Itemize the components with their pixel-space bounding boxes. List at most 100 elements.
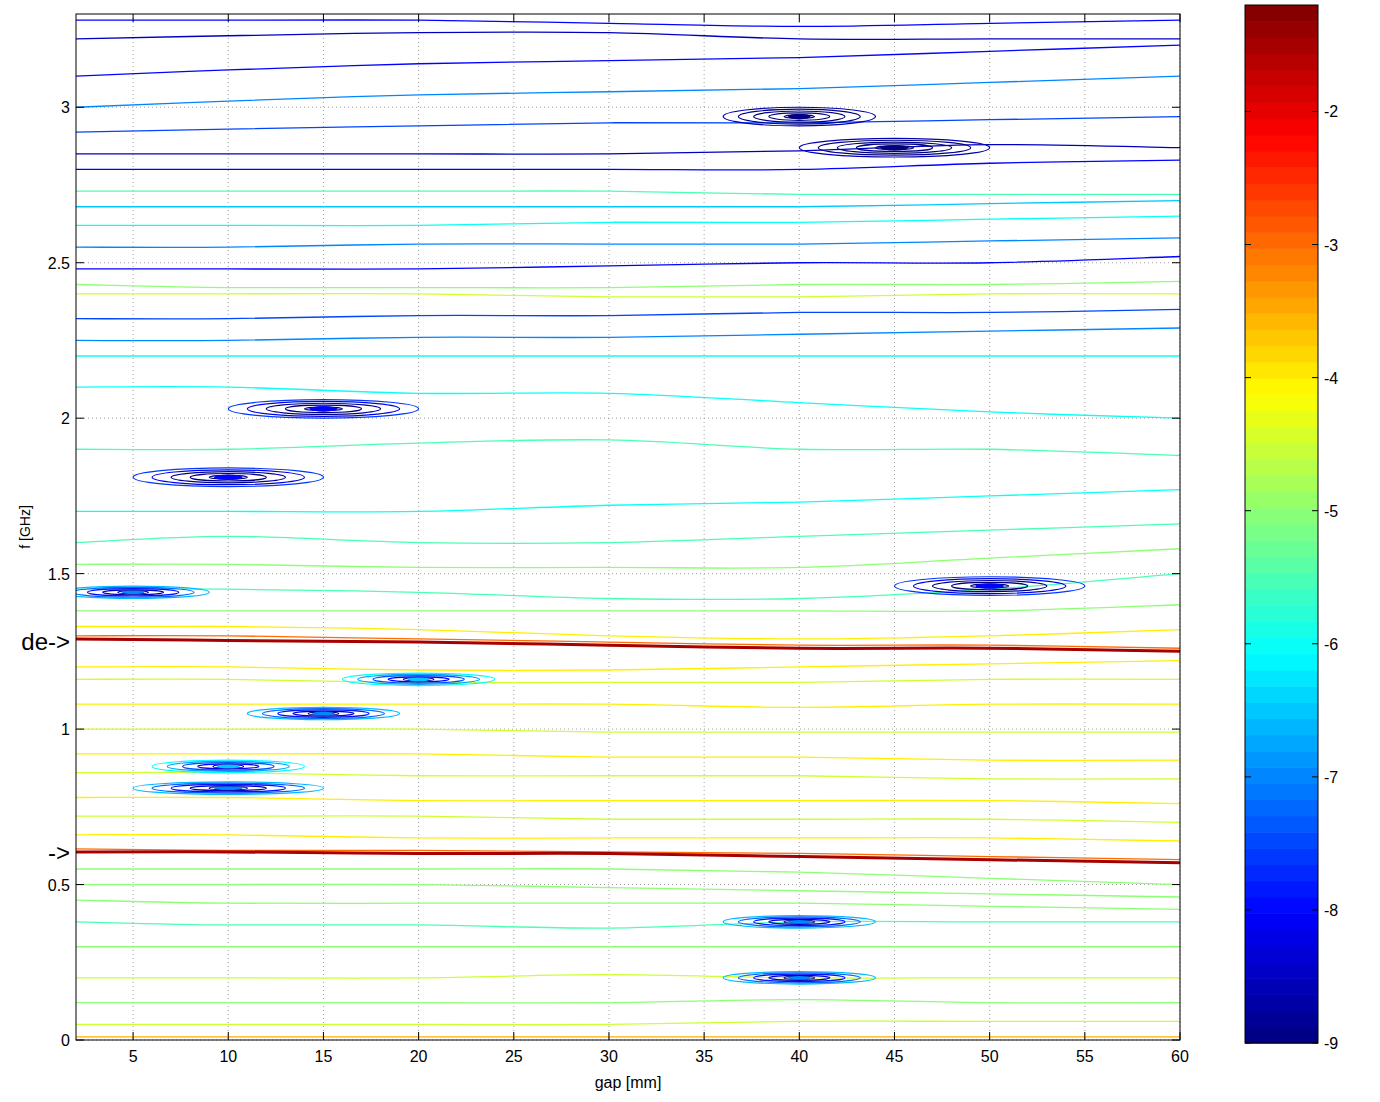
spot-contour <box>875 146 913 150</box>
contour-line <box>76 884 1180 897</box>
tick <box>228 1032 229 1040</box>
spot-contour <box>933 580 1047 591</box>
spot-core <box>880 145 909 151</box>
contour-line <box>76 238 1180 248</box>
x-axis-title: gap [mm] <box>595 1074 662 1091</box>
contour-line <box>76 524 1180 543</box>
spot-contour <box>754 111 845 122</box>
colorbar-swatch <box>1245 313 1318 330</box>
grid-line <box>133 14 134 1040</box>
x-tick-label: 15 <box>315 1048 333 1065</box>
colorbar-swatch <box>1245 735 1318 752</box>
colorbar-tick <box>1245 111 1251 112</box>
contour-line <box>76 869 1180 885</box>
y-tick-label: 0.5 <box>48 877 70 894</box>
contour-line <box>76 201 1180 207</box>
y-axis-title: f [GHz] <box>17 505 33 549</box>
colorbar-swatch <box>1245 556 1318 573</box>
tick <box>1180 14 1181 22</box>
colorbar-tick-label: -8 <box>1324 902 1338 919</box>
colorbar-swatch <box>1245 573 1318 590</box>
contour-line <box>76 1000 1180 1003</box>
y-tick-label: 2.5 <box>48 255 70 272</box>
spot-core <box>788 920 811 924</box>
y-tick-label: 1.5 <box>48 566 70 583</box>
contour-line <box>76 309 1180 319</box>
colorbar-frame <box>1245 5 1318 1043</box>
colorbar-swatch <box>1245 443 1318 460</box>
grid-line <box>989 14 990 1040</box>
grid-line <box>894 14 895 1040</box>
spot-contour <box>87 589 178 596</box>
colorbar-swatch <box>1245 540 1318 557</box>
colorbar-tick <box>1245 377 1251 378</box>
tick <box>1172 262 1180 263</box>
spot-core <box>309 406 338 412</box>
spot-contour <box>209 787 247 790</box>
plot-background <box>76 14 1180 1040</box>
spot-contour <box>183 763 274 770</box>
spot-core <box>217 765 240 769</box>
grid-line <box>418 14 419 1040</box>
grid-line <box>799 14 800 1040</box>
colorbar-tick <box>1245 1043 1251 1044</box>
tick <box>1084 1032 1085 1040</box>
spot-contour <box>799 138 989 157</box>
spot-contour <box>784 115 814 119</box>
spot-contour <box>76 586 209 598</box>
x-tick-label: 10 <box>219 1048 237 1065</box>
spot-contour <box>971 584 1009 588</box>
spot-contour <box>133 468 323 487</box>
colorbar-tick <box>1312 510 1318 511</box>
colorbar-swatch <box>1245 702 1318 719</box>
contour-line <box>76 490 1180 512</box>
colorbar-swatch <box>1245 183 1318 200</box>
colorbar-tick <box>1245 909 1251 910</box>
spot-contour <box>285 405 361 412</box>
tick <box>76 1040 84 1041</box>
contour-line <box>76 20 1180 26</box>
tick <box>894 14 895 22</box>
tick <box>76 729 84 730</box>
colorbar-swatch <box>1245 427 1318 444</box>
spot-contour <box>769 975 830 980</box>
tick <box>76 573 84 574</box>
contour-line <box>76 549 1180 568</box>
spot-contour <box>738 109 860 124</box>
tick <box>418 1032 419 1040</box>
colorbar-swatch <box>1245 978 1318 995</box>
spot-contour <box>738 973 860 983</box>
colorbar-tick-label: -2 <box>1324 103 1338 120</box>
contour-line <box>76 574 1180 600</box>
grid-line <box>228 14 229 1040</box>
contour-line <box>76 626 1180 639</box>
spot-contour <box>403 678 433 681</box>
x-tick-label: 55 <box>1076 1048 1094 1065</box>
spot-contour <box>769 113 830 120</box>
tick <box>76 418 84 419</box>
spot-contour <box>103 590 164 595</box>
tick <box>608 14 609 22</box>
colorbar-swatch <box>1245 719 1318 736</box>
colorbar-tick-label: -3 <box>1324 237 1338 254</box>
tick <box>894 1032 895 1040</box>
colorbar-swatch <box>1245 297 1318 314</box>
colorbar-swatch <box>1245 119 1318 136</box>
colorbar-swatch <box>1245 962 1318 979</box>
tick <box>989 14 990 22</box>
spot-contour <box>856 144 932 151</box>
colorbar-swatch <box>1245 200 1318 217</box>
spot-contour <box>738 917 860 927</box>
x-tick-label: 60 <box>1171 1048 1189 1065</box>
colorbar-swatch <box>1245 881 1318 898</box>
contour-line <box>76 729 1180 733</box>
spot-core <box>312 712 335 716</box>
contour-line <box>76 835 1180 841</box>
spot-contour <box>167 761 289 771</box>
colorbar-swatch <box>1245 475 1318 492</box>
contour-line <box>76 257 1180 270</box>
grid-line <box>76 418 1180 419</box>
spot-contour <box>952 582 1028 589</box>
colorbar-swatch <box>1245 151 1318 168</box>
spot-contour <box>278 710 369 717</box>
